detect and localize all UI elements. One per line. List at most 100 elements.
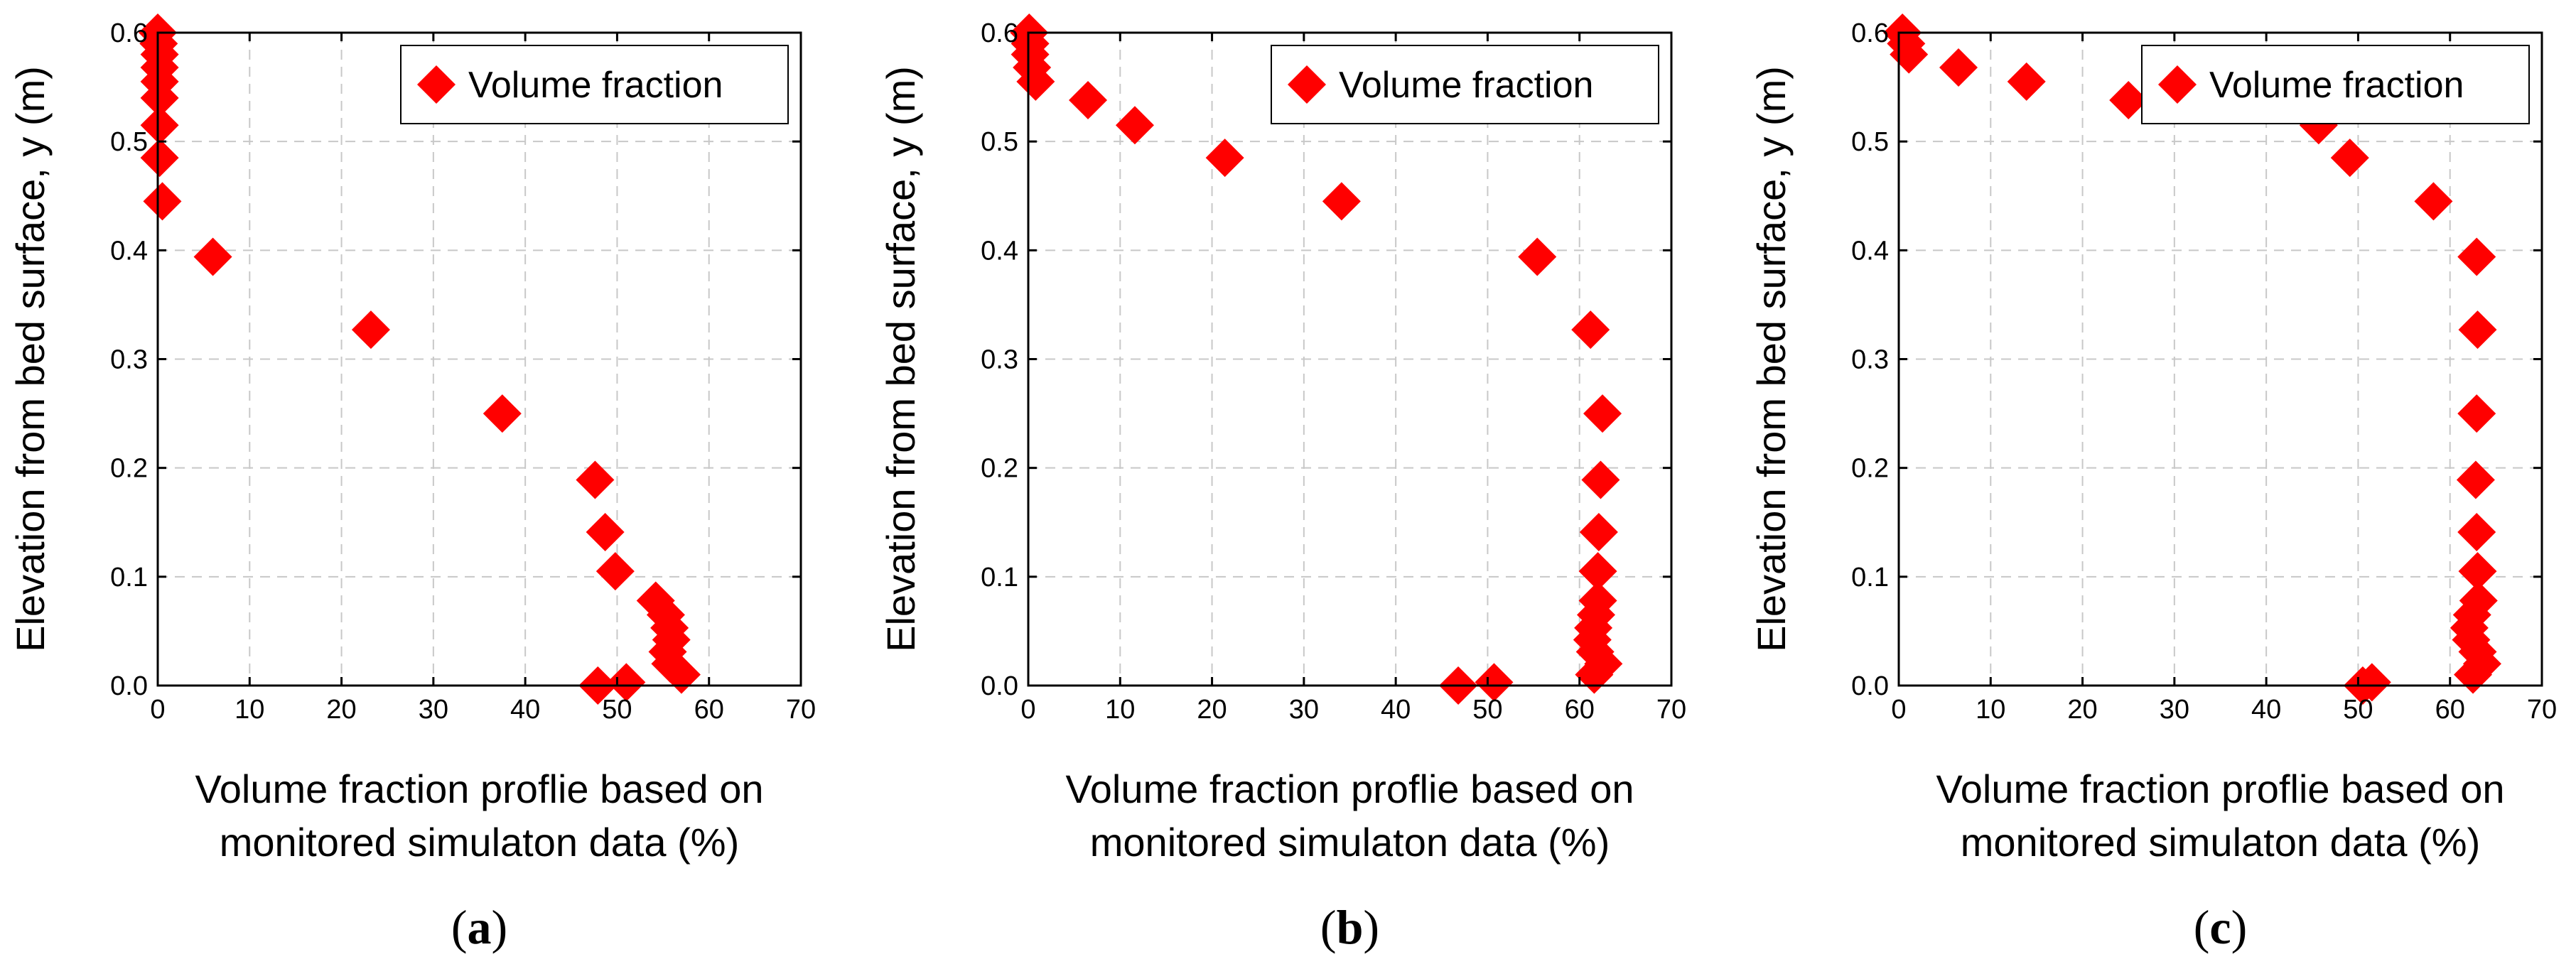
legend: Volume fraction	[2141, 45, 2530, 124]
y-tick-label: 0.6	[110, 18, 148, 48]
data-point-21	[2454, 655, 2493, 694]
chart-panel-c: 0 10 20 30 40 50 60 70 0.0 0.1 0.2 0.3 0.4 0.5 0.6 Volu…	[1749, 13, 2557, 954]
chart-panel-a: 0 10 20 30 40 50 60 70 0.0 0.1 0.2 0.3 0.4 0.5 0.6 Volu…	[8, 13, 816, 954]
data-point-8	[143, 182, 182, 221]
y-tick-label: 0.3	[110, 345, 148, 375]
series-volume-fraction	[139, 13, 701, 705]
data-point-6	[1115, 106, 1154, 145]
chart-panel-b: 0 10 20 30 40 50 60 70 0.0 0.1 0.2 0.3 0.4 0.5 0.6 Volu…	[878, 13, 1686, 954]
data-point-11	[2457, 394, 2496, 433]
panel-label: (b)	[1320, 900, 1379, 954]
data-point-7	[2330, 139, 2369, 178]
data-point-11	[483, 394, 522, 433]
x-tick-label: 30	[2160, 695, 2189, 725]
y-tick-label: 0.4	[110, 236, 148, 266]
x-tick-label: 60	[1565, 695, 1595, 725]
legend: Volume fraction	[1271, 45, 1659, 124]
y-tick-label: 0.2	[110, 454, 148, 484]
data-point-21	[1575, 655, 1614, 694]
y-tick-label: 0.0	[1851, 671, 1889, 701]
data-point-14	[2458, 552, 2497, 591]
data-point-7	[1205, 139, 1244, 178]
data-point-14	[1578, 552, 1617, 591]
x-tick-label: 0	[150, 695, 165, 725]
x-tick-label: 70	[1656, 695, 1686, 725]
legend-box	[2141, 45, 2530, 124]
y-tick-label: 0.6	[1851, 18, 1889, 48]
x-tick-label: 20	[326, 695, 356, 725]
x-tick-label: 0	[1020, 695, 1035, 725]
panel-label: (a)	[451, 900, 507, 954]
x-axis-title-line2: monitored simulaton data (%)	[1961, 820, 2480, 865]
data-point-14	[596, 552, 635, 591]
data-point-6	[140, 106, 179, 145]
legend-box	[1271, 45, 1659, 124]
data-point-8	[1322, 182, 1361, 221]
data-point-5	[140, 78, 179, 117]
x-tick-label: 40	[1381, 695, 1411, 725]
data-point-4	[2007, 62, 2046, 101]
data-point-9	[193, 237, 232, 276]
y-axis-title: Elevation from bed surface, y (m)	[1749, 66, 1794, 652]
y-tick-label: 0.4	[1851, 236, 1889, 266]
y-axis-title: Elevation from bed surface, y (m)	[878, 66, 923, 652]
legend-box	[400, 45, 789, 124]
data-point-7	[140, 139, 179, 178]
data-point-22	[607, 663, 646, 702]
data-point-9	[2457, 237, 2496, 276]
data-point-12	[1581, 460, 1620, 499]
x-tick-label: 40	[510, 695, 540, 725]
x-axis-title-line2: monitored simulaton data (%)	[220, 820, 739, 865]
data-point-3	[1939, 48, 1978, 87]
y-tick-label: 0.1	[981, 563, 1018, 592]
data-point-21	[662, 655, 701, 694]
y-tick-label: 0.3	[1851, 345, 1889, 375]
data-point-10	[351, 310, 390, 350]
grid-lines	[1899, 33, 2542, 686]
x-tick-label: 10	[1105, 695, 1135, 725]
series-volume-fraction	[1010, 13, 1623, 705]
y-tick-label: 0.4	[981, 236, 1018, 266]
x-tick-label: 70	[786, 695, 816, 725]
y-tick-label: 0.3	[981, 345, 1018, 375]
data-point-22	[1475, 663, 1514, 702]
legend-label: Volume fraction	[2209, 65, 2464, 106]
y-tick-label: 0.0	[110, 671, 148, 701]
y-tick-label: 0.2	[1851, 454, 1889, 484]
x-tick-label: 10	[235, 695, 264, 725]
y-tick-label: 0.0	[981, 671, 1018, 701]
series-volume-fraction	[1883, 13, 2501, 705]
x-tick-label: 70	[2527, 695, 2557, 725]
legend-marker-icon	[417, 65, 456, 104]
data-point-8	[2414, 182, 2453, 221]
grid-lines	[158, 33, 801, 686]
data-point-10	[1571, 310, 1610, 350]
x-axis-title-line1: Volume fraction proflie based on	[1065, 767, 1634, 811]
x-axis-title-line1: Volume fraction proflie based on	[195, 767, 763, 811]
legend-marker-icon	[1288, 65, 1326, 104]
legend-label: Volume fraction	[1339, 65, 1593, 106]
y-tick-label: 0.6	[981, 18, 1018, 48]
x-tick-label: 60	[2435, 695, 2465, 725]
x-tick-label: 30	[1289, 695, 1319, 725]
x-tick-label: 50	[1472, 695, 1502, 725]
data-point-13	[586, 513, 625, 552]
x-tick-label: 50	[2343, 695, 2373, 725]
legend-label: Volume fraction	[468, 65, 723, 106]
x-tick-label: 10	[1976, 695, 2005, 725]
data-point-10	[2458, 310, 2497, 350]
x-tick-label: 40	[2251, 695, 2281, 725]
x-axis-title-line1: Volume fraction proflie based on	[1936, 767, 2504, 811]
data-point-11	[1583, 394, 1622, 433]
data-point-4	[1016, 62, 1055, 101]
data-point-5	[1069, 80, 1108, 119]
x-tick-label: 20	[2067, 695, 2097, 725]
y-tick-label: 0.5	[1851, 127, 1889, 157]
data-point-12	[576, 460, 615, 499]
data-point-13	[1579, 513, 1618, 552]
legend: Volume fraction	[400, 45, 789, 124]
data-point-12	[2456, 460, 2495, 499]
x-tick-label: 50	[602, 695, 632, 725]
x-tick-label: 60	[694, 695, 724, 725]
